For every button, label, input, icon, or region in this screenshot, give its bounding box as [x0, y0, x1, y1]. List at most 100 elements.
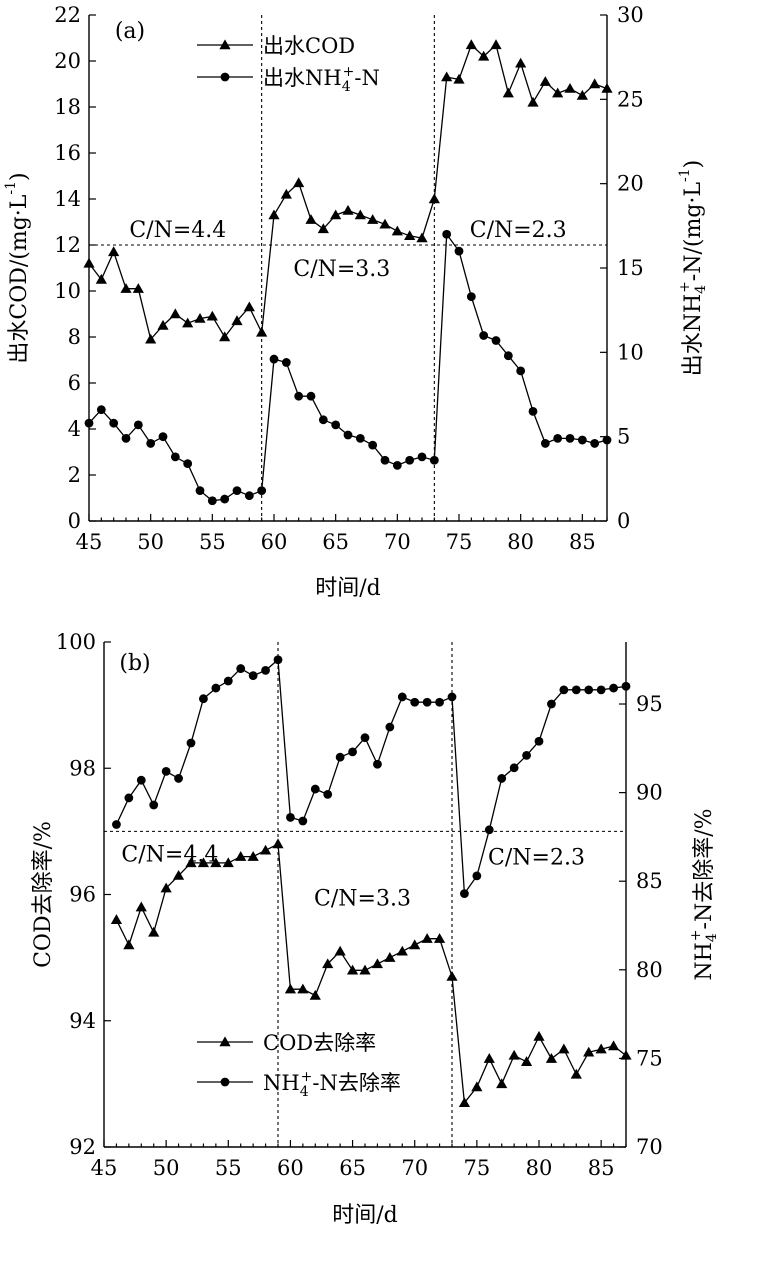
- triangle-point: [367, 214, 379, 224]
- triangle-point: [83, 257, 95, 268]
- circle-point: [220, 494, 230, 504]
- phase-label: C/N=2.3: [470, 218, 567, 243]
- triangle-point: [206, 310, 218, 321]
- triangle-point: [453, 73, 465, 84]
- x-tick-label: 65: [322, 530, 349, 554]
- triangle-point: [222, 857, 234, 868]
- triangle-point: [570, 1068, 582, 1079]
- y-left-tick-label: 14: [54, 187, 81, 211]
- circle-point: [497, 774, 507, 783]
- circle-point: [323, 789, 333, 799]
- circle-point: [447, 692, 457, 702]
- circle-point: [84, 418, 94, 428]
- triangle-point: [552, 87, 564, 98]
- y-right-tick-label: 15: [617, 256, 644, 280]
- phase-label: C/N=4.4: [121, 842, 218, 867]
- circle-point: [565, 433, 575, 443]
- triangle-point: [433, 933, 446, 943]
- triangle-point: [458, 1097, 471, 1108]
- circle-point: [121, 433, 131, 443]
- circle-point: [310, 784, 320, 794]
- x-tick-label: 85: [569, 530, 596, 554]
- circle-point: [590, 439, 600, 448]
- triangle-point: [527, 96, 539, 107]
- triangle-point: [533, 1030, 545, 1041]
- circle-point: [621, 681, 631, 691]
- triangle-point: [297, 983, 309, 994]
- triangle-point: [346, 964, 359, 975]
- triangle-point: [95, 273, 107, 284]
- y-right-tick-label: 70: [636, 1135, 663, 1159]
- x-tick-label: 75: [446, 530, 473, 554]
- series-cod: [110, 838, 632, 1108]
- x-tick-label: 80: [507, 530, 534, 554]
- circle-point: [559, 685, 569, 695]
- circle-point: [223, 676, 233, 686]
- circle-point: [211, 683, 221, 693]
- triangle-point: [502, 87, 514, 98]
- y-right-tick-label: 90: [636, 781, 663, 805]
- circle-point: [360, 733, 370, 743]
- circle-point: [503, 351, 513, 361]
- circle-point: [261, 665, 270, 675]
- phase-label: C/N=4.4: [129, 218, 226, 243]
- triangle-point: [478, 50, 490, 61]
- circle-point: [146, 439, 156, 448]
- y-left-tick-label: 0: [68, 509, 81, 533]
- x-tick-label: 65: [339, 1156, 366, 1180]
- series-line: [115, 658, 627, 896]
- circle-point: [417, 452, 427, 462]
- circle-point: [405, 455, 415, 465]
- y-right-tick-label: 85: [636, 869, 663, 893]
- circle-point: [318, 415, 328, 425]
- triangle-point: [421, 933, 433, 943]
- y-left-tick-label: 6: [68, 371, 81, 395]
- circle-point: [429, 455, 439, 465]
- circle-point: [331, 420, 341, 430]
- legend-marker: [219, 1036, 231, 1047]
- circle-point: [609, 683, 618, 693]
- triangle-point: [169, 308, 181, 319]
- y-left-tick-label: 92: [69, 1135, 96, 1159]
- x-tick-label: 55: [215, 1156, 242, 1180]
- y-right-tick-label: 0: [617, 509, 630, 533]
- circle-point: [373, 759, 382, 769]
- triangle-point: [508, 1049, 520, 1060]
- circle-point: [348, 747, 357, 757]
- triangle-point: [496, 1078, 508, 1089]
- circle-point: [195, 486, 205, 496]
- triangle-point: [231, 315, 243, 326]
- legend-entry: 出水COD: [197, 34, 355, 58]
- y-left-tick-label: 20: [54, 49, 81, 73]
- circle-point: [124, 793, 134, 803]
- x-tick-label: 60: [261, 530, 288, 554]
- circle-point: [596, 685, 606, 695]
- series-cod: [83, 39, 613, 344]
- x-tick-label: 45: [76, 530, 103, 554]
- triangle-point: [520, 1056, 533, 1066]
- triangle-point: [539, 76, 551, 86]
- triangle-point: [391, 225, 403, 236]
- triangle-point: [595, 1043, 607, 1054]
- triangle-point: [160, 882, 172, 893]
- x-tick-label: 50: [137, 530, 164, 554]
- x-tick-label: 70: [401, 1156, 428, 1180]
- circle-point: [207, 496, 217, 506]
- x-tick-label: 45: [91, 1156, 118, 1180]
- triangle-point: [256, 326, 268, 337]
- phase-label: C/N=2.3: [488, 846, 585, 871]
- legend-entry: NH4+-N去除率: [197, 1069, 401, 1100]
- circle-point: [454, 246, 464, 256]
- triangle-point: [243, 301, 255, 312]
- y-left-tick-label: 96: [69, 883, 96, 907]
- triangle-point: [601, 83, 613, 93]
- triangle-point: [185, 857, 197, 868]
- triangle-point: [145, 333, 157, 344]
- circle-point: [584, 685, 594, 695]
- legend-marker: [220, 1077, 230, 1087]
- triangle-point: [123, 939, 135, 950]
- series-line: [115, 842, 627, 1105]
- triangle-point: [148, 926, 160, 937]
- y-left-tick-label: 94: [69, 1009, 96, 1033]
- circle-point: [306, 391, 316, 401]
